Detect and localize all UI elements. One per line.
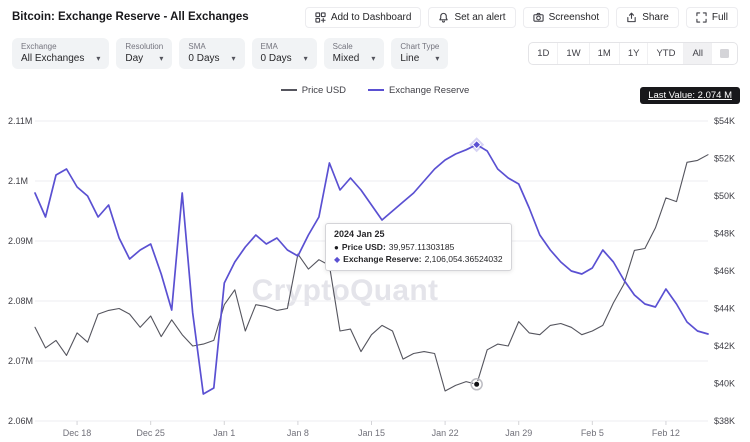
add-to-dashboard-button[interactable]: Add to Dashboard xyxy=(304,6,422,28)
chart-type-dropdown-value: Line xyxy=(400,53,420,64)
range-button-1w[interactable]: 1W xyxy=(557,43,588,64)
share-label: Share xyxy=(642,11,669,23)
ema-dropdown-label: EMA xyxy=(260,42,278,51)
sma-dropdown[interactable]: SMA 0 Days ▾ xyxy=(179,38,245,69)
svg-text:$50K: $50K xyxy=(714,191,735,201)
page-title: Bitcoin: Exchange Reserve - All Exchange… xyxy=(12,11,249,23)
full-button[interactable]: Full xyxy=(685,6,738,28)
legend-label-exchange-reserve: Exchange Reserve xyxy=(389,84,470,96)
exchange-dropdown-label: Exchange xyxy=(21,42,57,51)
custom-range-button[interactable] xyxy=(711,43,737,64)
header-actions: Add to Dashboard Set an alert Screenshot… xyxy=(304,6,738,28)
last-value-badge: Last Value: 2.074 M xyxy=(640,87,740,104)
exchange-dropdown-value: All Exchanges xyxy=(21,53,85,64)
sma-dropdown-value: 0 Days xyxy=(188,53,220,64)
resolution-dropdown[interactable]: Resolution Day ▾ xyxy=(116,38,173,69)
chevron-down-icon: ▾ xyxy=(303,54,308,63)
add-to-dashboard-label: Add to Dashboard xyxy=(330,11,412,23)
share-icon xyxy=(627,12,636,22)
screenshot-label: Screenshot xyxy=(548,11,600,23)
tooltip-reserve-label: Exchange Reserve: xyxy=(343,254,422,264)
full-label: Full xyxy=(711,11,728,23)
header: Bitcoin: Exchange Reserve - All Exchange… xyxy=(0,0,750,34)
range-button-1d[interactable]: 1D xyxy=(537,48,550,59)
range-button-ytd[interactable]: YTD xyxy=(647,43,683,64)
svg-text:$44K: $44K xyxy=(714,304,735,314)
tooltip-price-value: 39,957.11303185 xyxy=(388,242,455,252)
sma-dropdown-label: SMA xyxy=(188,42,206,51)
bell-icon xyxy=(439,12,449,23)
price-line-swatch xyxy=(280,89,297,91)
ema-dropdown-value: 0 Days xyxy=(260,53,292,64)
svg-text:Dec 25: Dec 25 xyxy=(136,428,165,438)
svg-text:$40K: $40K xyxy=(714,379,735,389)
svg-text:$46K: $46K xyxy=(714,266,735,276)
exchange-dropdown[interactable]: Exchange All Exchanges ▾ xyxy=(12,38,110,69)
chart-tooltip: 2024 Jan 25 ● Price USD: 39,957.11303185… xyxy=(325,223,512,271)
svg-text:Feb 12: Feb 12 xyxy=(652,428,680,438)
chevron-down-icon: ▾ xyxy=(371,54,376,63)
reserve-diamond-icon: ◆ xyxy=(334,254,341,264)
svg-text:Jan 1: Jan 1 xyxy=(213,428,235,438)
svg-text:2.09M: 2.09M xyxy=(8,236,33,246)
expand-icon xyxy=(696,11,707,23)
share-button[interactable]: Share xyxy=(616,6,679,28)
range-button-1m[interactable]: 1M xyxy=(588,43,619,64)
scale-dropdown[interactable]: Scale Mixed ▾ xyxy=(323,38,385,69)
screenshot-button[interactable]: Screenshot xyxy=(522,6,610,28)
ema-dropdown[interactable]: EMA 0 Days ▾ xyxy=(251,38,317,69)
legend-item-price-usd[interactable]: Price USD xyxy=(280,84,347,96)
svg-text:2.06M: 2.06M xyxy=(8,416,33,426)
tooltip-row-reserve: ◆ Exchange Reserve: 2,106,054.36524032 xyxy=(334,254,503,264)
svg-text:2.08M: 2.08M xyxy=(8,296,33,306)
chart-toolbar: Exchange All Exchanges ▾ Resolution Day ▾ … xyxy=(0,34,750,78)
svg-text:2.07M: 2.07M xyxy=(8,356,33,366)
tooltip-row-price: ● Price USD: 39,957.11303185 xyxy=(334,242,503,252)
chart-type-dropdown-label: Chart Type xyxy=(400,42,440,51)
legend-label-price-usd: Price USD xyxy=(301,84,347,96)
legend: Price USD Exchange Reserve Last Value: 2… xyxy=(0,78,750,104)
chart-canvas[interactable]: 2.11M 2.1M 2.09M 2.08M 2.07M 2.06M $54K $52K $50… xyxy=(0,102,750,442)
chevron-down-icon: ▾ xyxy=(435,54,440,63)
set-alert-button[interactable]: Set an alert xyxy=(428,6,516,28)
svg-text:$42K: $42K xyxy=(714,341,735,351)
reserve-line-swatch xyxy=(368,89,385,91)
camera-icon xyxy=(532,12,544,22)
tooltip-date: 2024 Jan 25 xyxy=(334,229,385,239)
resolution-dropdown-value: Day xyxy=(125,53,144,64)
chart-area[interactable]: CryptoQuant 2.11M 2.1M 2.09M 2.08M 2.07M 2.06… xyxy=(0,102,750,442)
svg-text:Feb 5: Feb 5 xyxy=(581,428,604,438)
svg-text:Jan 15: Jan 15 xyxy=(358,428,385,438)
svg-text:Jan 8: Jan 8 xyxy=(287,428,309,438)
dashboard-icon xyxy=(315,11,326,23)
chevron-down-icon: ▾ xyxy=(231,54,236,63)
chevron-down-icon: ▾ xyxy=(96,54,101,63)
svg-text:$52K: $52K xyxy=(714,154,735,164)
scale-dropdown-value: Mixed xyxy=(332,53,360,64)
svg-text:2.11M: 2.11M xyxy=(8,116,32,126)
chart-type-dropdown[interactable]: Chart Type Line ▾ xyxy=(391,38,449,69)
tooltip-price-label: Price USD: xyxy=(341,242,386,252)
range-button-all[interactable]: All xyxy=(683,43,711,64)
svg-text:Jan 22: Jan 22 xyxy=(432,428,459,438)
svg-text:Jan 29: Jan 29 xyxy=(505,428,532,438)
svg-text:$38K: $38K xyxy=(714,416,735,426)
set-alert-label: Set an alert xyxy=(454,11,506,23)
svg-text:Dec 18: Dec 18 xyxy=(63,428,92,438)
legend-item-exchange-reserve[interactable]: Exchange Reserve xyxy=(368,85,469,96)
range-button-1y[interactable]: 1Y xyxy=(618,43,648,64)
svg-text:$54K: $54K xyxy=(714,116,735,126)
svg-text:2.1M: 2.1M xyxy=(8,176,28,186)
custom-range-icon xyxy=(720,49,729,58)
price-dot-icon: ● xyxy=(334,242,339,252)
resolution-dropdown-label: Resolution xyxy=(125,42,164,51)
chart-controls: Exchange All Exchanges ▾ Resolution Day ▾ … xyxy=(12,38,449,69)
range-selector: 1D 1W 1M 1Y YTD All xyxy=(528,42,738,65)
svg-text:$48K: $48K xyxy=(714,229,735,239)
chevron-down-icon: ▾ xyxy=(159,54,164,63)
scale-dropdown-label: Scale xyxy=(332,42,353,51)
tooltip-reserve-value: 2,106,054.36524032 xyxy=(424,254,503,264)
